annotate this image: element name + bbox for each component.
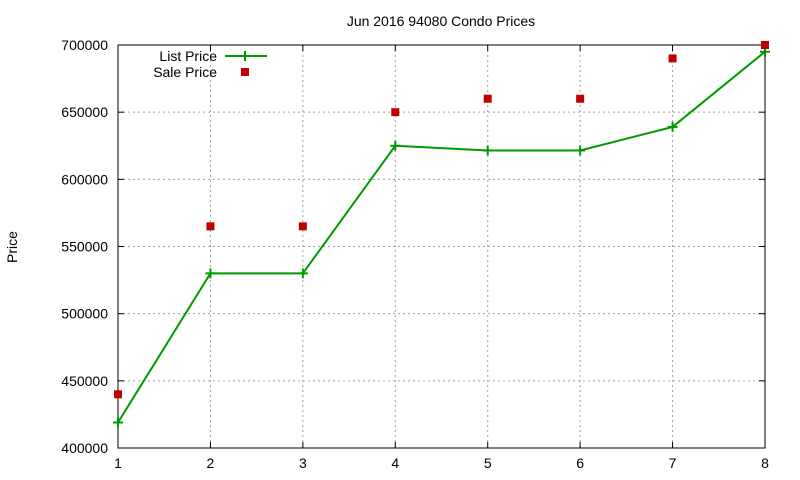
- y-tick-label: 650000: [61, 104, 108, 120]
- legend-label-list-price: List Price: [159, 48, 217, 64]
- y-tick-label: 500000: [61, 306, 108, 322]
- x-tick-label: 7: [669, 455, 677, 471]
- x-tick-label: 4: [391, 455, 399, 471]
- x-tick-label: 1: [114, 455, 122, 471]
- plot-frame: [117, 44, 766, 449]
- y-tick-label: 700000: [61, 37, 108, 53]
- y-tick-label: 550000: [61, 239, 108, 255]
- list-price-point: [482, 145, 493, 156]
- grid-lines: [118, 45, 765, 448]
- sale-price-point: [761, 41, 769, 49]
- y-axis-ticks: 400000 450000 500000 550000 600000 650000 7000…: [61, 37, 765, 456]
- y-tick-label: 450000: [61, 373, 108, 389]
- legend-label-sale-price: Sale Price: [153, 64, 217, 80]
- list-price-point: [297, 268, 308, 279]
- x-tick-label: 3: [299, 455, 307, 471]
- x-tick-label: 5: [484, 455, 492, 471]
- chart-title: Jun 2016 94080 Condo Prices: [347, 13, 535, 29]
- sale-price-point: [576, 94, 585, 103]
- sale-price-point: [668, 54, 677, 63]
- sale-price-point: [483, 94, 492, 103]
- list-price-point: [575, 145, 586, 156]
- x-axis-ticks: 1 2 3 4 5 6 7 8: [114, 45, 769, 471]
- sale-price-point: [298, 222, 307, 231]
- legend-marker-sale-price: [241, 68, 249, 76]
- axes: [117, 44, 766, 449]
- list-price-point: [113, 417, 123, 428]
- y-tick-label: 400000: [61, 440, 108, 456]
- list-price-point: [667, 121, 678, 132]
- y-axis-label: Price: [4, 231, 20, 263]
- x-tick-label: 8: [761, 455, 769, 471]
- list-price-line: [117, 50, 766, 424]
- sale-price-point: [391, 108, 400, 117]
- sale-price-point: [114, 390, 122, 399]
- list-price-point: [205, 268, 216, 279]
- x-tick-label: 6: [576, 455, 584, 471]
- list-price-point: [390, 140, 401, 151]
- y-tick-label: 600000: [61, 171, 108, 187]
- x-tick-label: 2: [207, 455, 215, 471]
- legend-marker-list-price: [240, 51, 250, 61]
- series-layer: [113, 41, 770, 428]
- sale-price-point: [206, 222, 215, 231]
